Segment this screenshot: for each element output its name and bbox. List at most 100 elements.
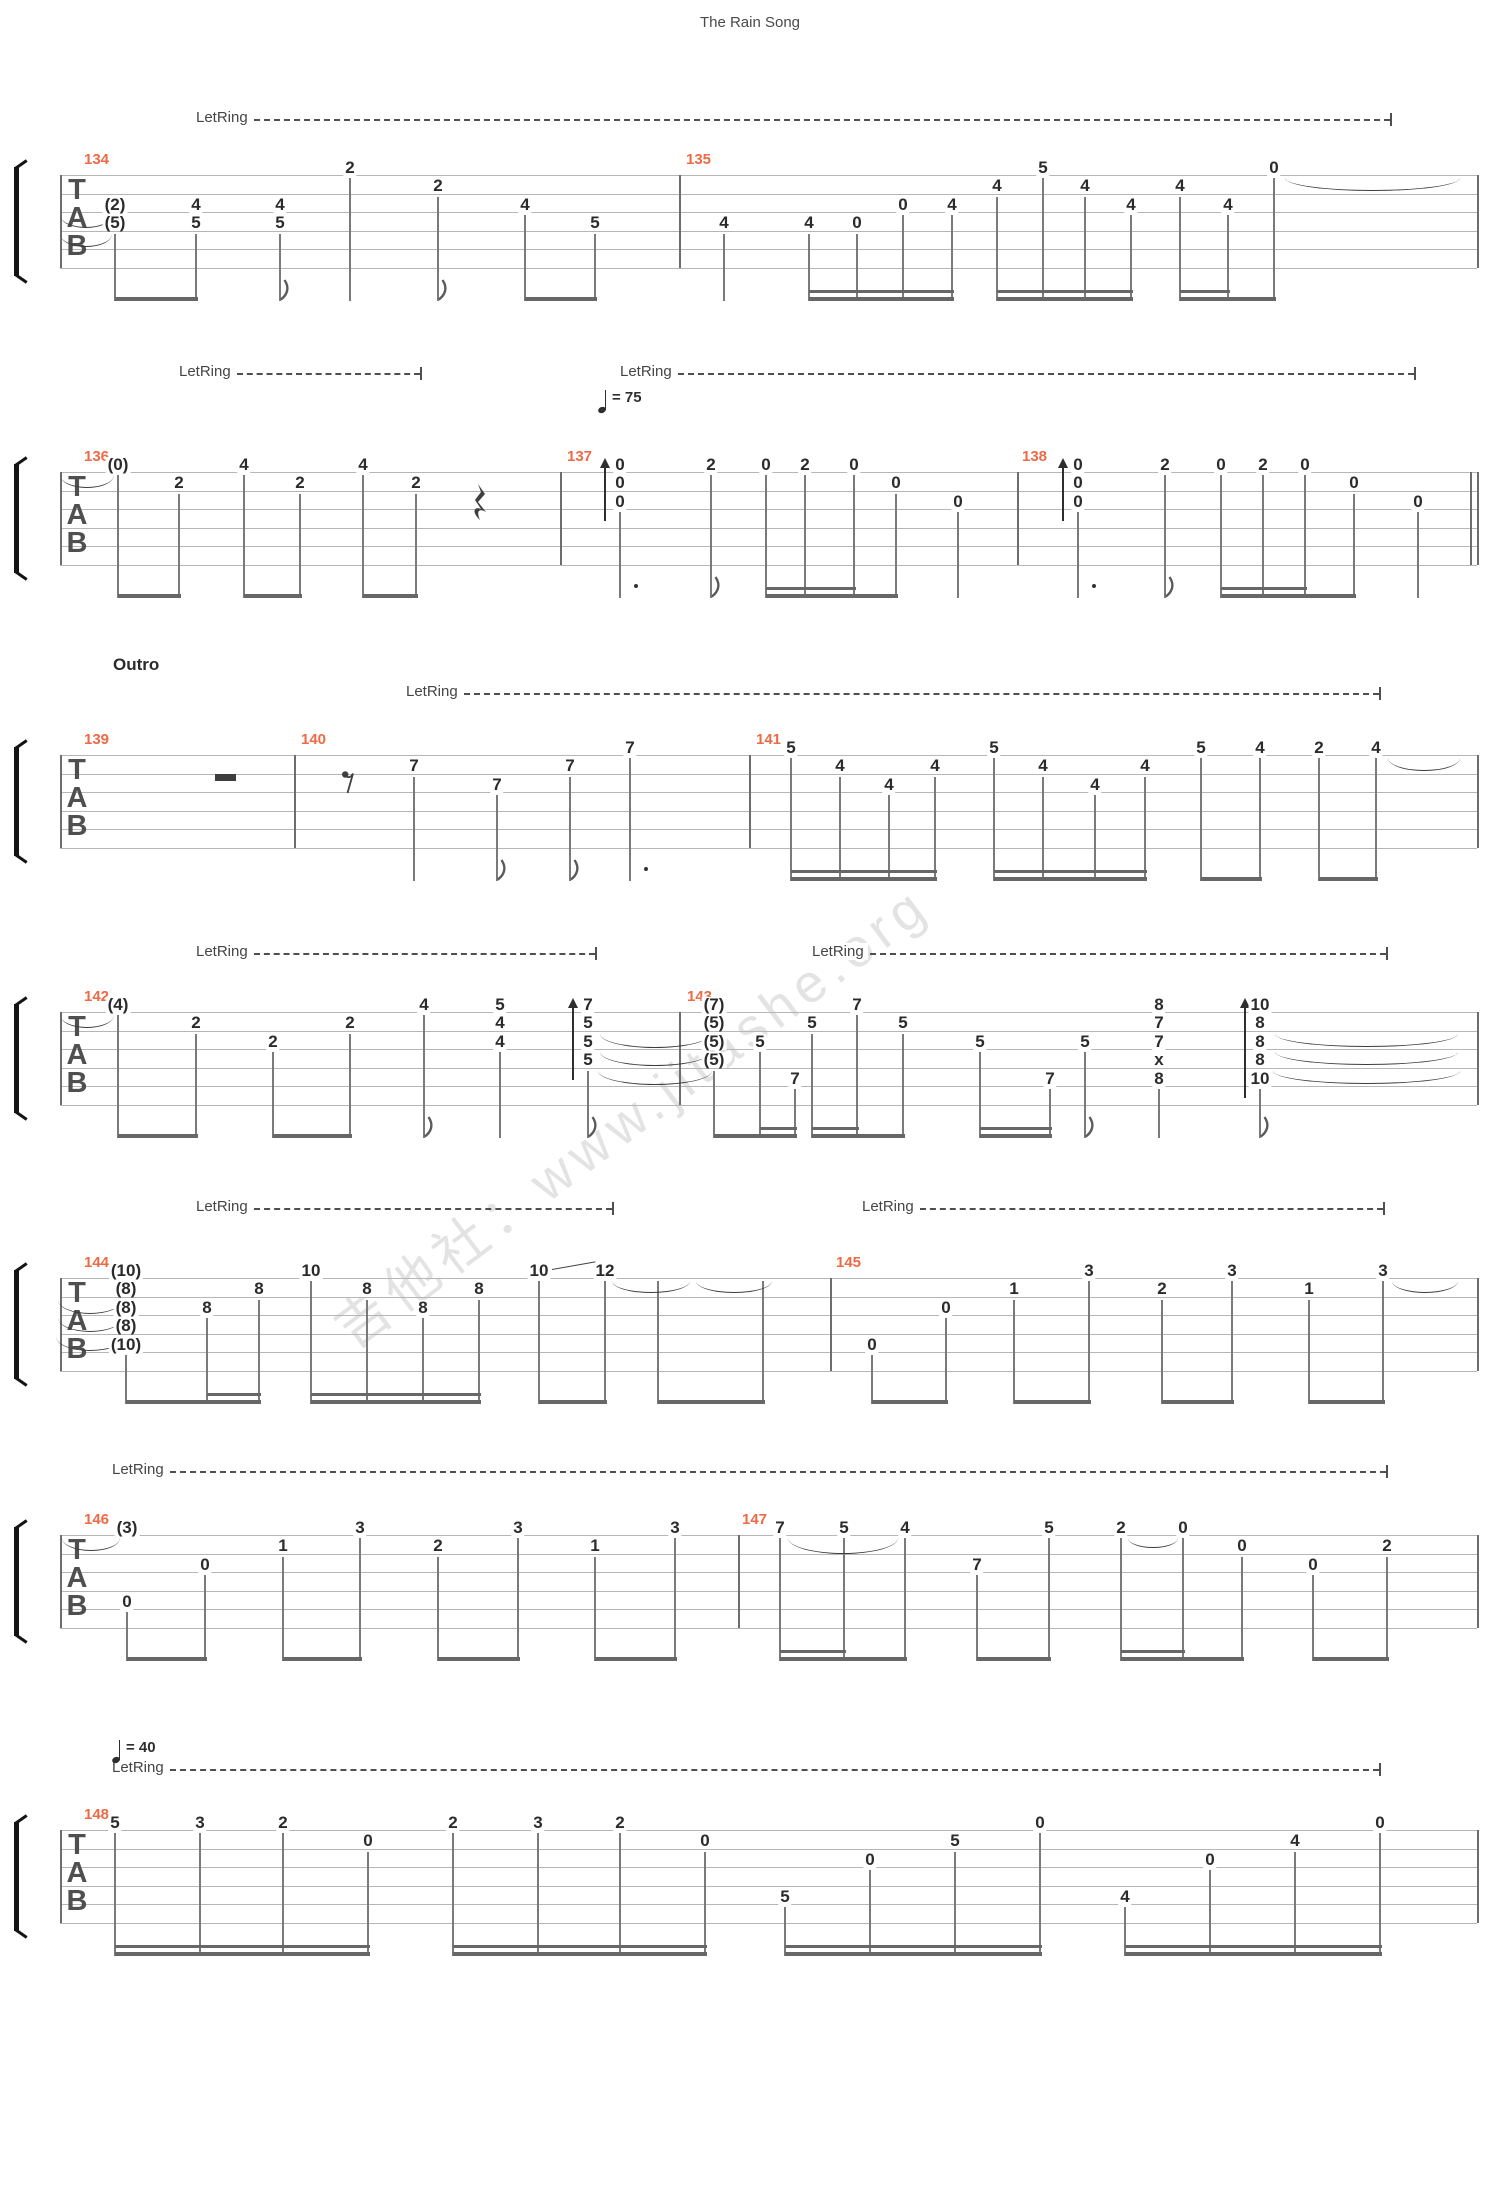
beam bbox=[812, 1126, 859, 1131]
fret-number: 10 bbox=[1248, 1068, 1272, 1088]
stem bbox=[723, 233, 725, 301]
stem bbox=[979, 1052, 981, 1138]
stem bbox=[1077, 512, 1079, 598]
fret-number: 0 bbox=[1298, 454, 1312, 474]
staff-line bbox=[60, 1278, 1477, 1279]
fret-number: 5 bbox=[1036, 157, 1050, 177]
stem bbox=[423, 1015, 425, 1138]
fret-number: 5 bbox=[273, 213, 287, 232]
stem bbox=[1417, 512, 1419, 598]
fret-number: 3 bbox=[1376, 1260, 1390, 1280]
beam bbox=[273, 1134, 352, 1138]
measure-number: 135 bbox=[686, 151, 712, 168]
fret-number: 0 bbox=[863, 1849, 877, 1869]
fret-number: 0 bbox=[939, 1297, 953, 1317]
fret-number: (8) bbox=[113, 1297, 139, 1317]
fret-number: (5) bbox=[701, 1031, 727, 1051]
staff-line bbox=[60, 1352, 1477, 1353]
stem bbox=[902, 1033, 904, 1138]
staff-line bbox=[60, 1104, 1477, 1106]
fret-number: 1 bbox=[588, 1536, 602, 1555]
stem bbox=[784, 1907, 786, 1956]
stem bbox=[619, 1833, 621, 1956]
stem bbox=[853, 475, 855, 598]
fret-number: 2 bbox=[704, 454, 718, 474]
tie-arc bbox=[58, 1318, 122, 1332]
strum-arrow-icon bbox=[604, 466, 606, 521]
stem bbox=[1084, 196, 1086, 301]
fret-number: 4 bbox=[273, 194, 287, 214]
staff-line bbox=[60, 1627, 1477, 1629]
fret-number: 4 bbox=[189, 194, 203, 214]
fret-number: 4 bbox=[882, 774, 896, 794]
letring-dashes bbox=[870, 953, 1386, 955]
stem bbox=[954, 1851, 956, 1956]
fret-number: 4 bbox=[417, 994, 431, 1014]
stem bbox=[587, 1070, 589, 1138]
fret-number: 7 bbox=[970, 1554, 984, 1574]
stem bbox=[1144, 776, 1146, 881]
stem bbox=[114, 1833, 116, 1956]
strum-arrow-icon bbox=[600, 458, 610, 468]
whole-rest-icon bbox=[215, 774, 236, 781]
stem bbox=[779, 1538, 781, 1661]
beam bbox=[785, 1952, 1042, 1956]
fret-number: (10) bbox=[108, 1260, 144, 1280]
fret-number: 4 bbox=[833, 756, 847, 775]
beam bbox=[1309, 1400, 1385, 1404]
fret-number: x bbox=[1152, 1050, 1166, 1069]
fret-number: 7 bbox=[623, 737, 637, 757]
beam bbox=[780, 1657, 907, 1661]
beam bbox=[1121, 1649, 1185, 1654]
stem bbox=[710, 475, 712, 598]
stem bbox=[1375, 758, 1377, 881]
stem bbox=[114, 233, 116, 301]
stem bbox=[537, 1833, 539, 1956]
tie-arc bbox=[1275, 1034, 1458, 1047]
fret-number: 2 bbox=[431, 176, 445, 195]
fret-number: 8 bbox=[416, 1297, 430, 1317]
fret-number: 7 bbox=[1152, 1013, 1166, 1032]
system-bracket-hook bbox=[14, 272, 28, 284]
beam bbox=[1014, 1400, 1091, 1404]
fret-number: 2 bbox=[431, 1536, 445, 1555]
system-bracket-hook bbox=[14, 1109, 28, 1121]
stem bbox=[517, 1538, 519, 1661]
beam bbox=[809, 297, 954, 301]
tempo-note-icon bbox=[604, 390, 607, 410]
barline bbox=[1477, 175, 1479, 268]
staff-line bbox=[60, 1609, 1477, 1610]
fret-number: 5 bbox=[588, 213, 602, 232]
staff-line bbox=[60, 267, 1477, 269]
stem bbox=[204, 1575, 206, 1661]
stem bbox=[1353, 493, 1355, 598]
fret-number: 7 bbox=[1043, 1068, 1057, 1088]
staff-line bbox=[60, 1553, 1477, 1555]
fret-number: 8 bbox=[1152, 1068, 1166, 1088]
tie-arc bbox=[60, 215, 112, 228]
fret-number: 4 bbox=[928, 756, 942, 775]
letring-dashes bbox=[464, 693, 1379, 695]
stem bbox=[195, 1033, 197, 1138]
fret-number: 3 bbox=[511, 1517, 525, 1537]
tie-arc bbox=[600, 1052, 710, 1066]
beam bbox=[760, 1126, 797, 1131]
stem bbox=[1304, 475, 1306, 598]
staff-line bbox=[60, 564, 1477, 566]
letring-label: LetRing bbox=[620, 363, 676, 380]
letring-end-tick bbox=[1390, 113, 1392, 126]
fret-number: 5 bbox=[1194, 737, 1208, 757]
system-bracket-hook bbox=[14, 1927, 28, 1939]
fret-number: 2 bbox=[189, 1013, 203, 1032]
stem bbox=[279, 233, 281, 301]
stem bbox=[957, 512, 959, 598]
augmentation-dot bbox=[634, 584, 638, 588]
fret-number: 2 bbox=[446, 1812, 460, 1832]
stem bbox=[499, 1052, 501, 1138]
fret-number: 5 bbox=[493, 994, 507, 1014]
stem bbox=[811, 1033, 813, 1138]
tie-arc bbox=[56, 1337, 124, 1351]
stem bbox=[117, 1015, 119, 1138]
staff-line bbox=[60, 847, 1477, 849]
